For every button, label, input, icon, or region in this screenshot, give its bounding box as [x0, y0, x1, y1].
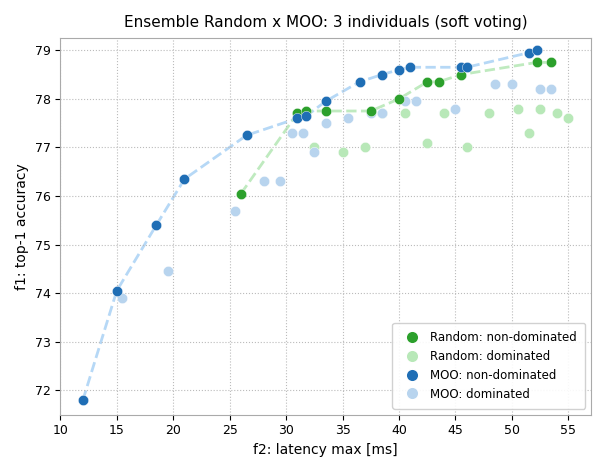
Random: non-dominated: (31, 77.7): non-dominated: (31, 77.7): [293, 110, 302, 117]
MOO: dominated: (48.5, 78.3): dominated: (48.5, 78.3): [490, 81, 500, 88]
MOO: non-dominated: (40, 78.6): non-dominated: (40, 78.6): [394, 66, 404, 74]
MOO: dominated: (41.5, 78): dominated: (41.5, 78): [411, 98, 421, 105]
MOO: dominated: (53.5, 78.2): dominated: (53.5, 78.2): [547, 85, 556, 93]
MOO: non-dominated: (33.5, 78): non-dominated: (33.5, 78): [321, 98, 330, 105]
Random: non-dominated: (42.5, 78.3): non-dominated: (42.5, 78.3): [422, 78, 432, 85]
MOO: non-dominated: (51.5, 79): non-dominated: (51.5, 79): [524, 49, 534, 57]
Random: dominated: (35, 76.9): dominated: (35, 76.9): [338, 149, 347, 156]
MOO: non-dominated: (26.5, 77.2): non-dominated: (26.5, 77.2): [242, 132, 251, 139]
Y-axis label: f1: top-1 accuracy: f1: top-1 accuracy: [15, 163, 29, 290]
Random: dominated: (50.5, 77.8): dominated: (50.5, 77.8): [513, 105, 522, 112]
Random: dominated: (42.5, 77.1): dominated: (42.5, 77.1): [422, 139, 432, 146]
MOO: non-dominated: (18.5, 75.4): non-dominated: (18.5, 75.4): [152, 221, 161, 229]
MOO: dominated: (52.5, 78.2): dominated: (52.5, 78.2): [535, 85, 545, 93]
Random: dominated: (52.5, 77.8): dominated: (52.5, 77.8): [535, 105, 545, 112]
MOO: dominated: (31.5, 77.3): dominated: (31.5, 77.3): [298, 129, 308, 137]
Random: non-dominated: (37.5, 77.8): non-dominated: (37.5, 77.8): [366, 107, 376, 115]
Random: non-dominated: (53.5, 78.8): non-dominated: (53.5, 78.8): [547, 59, 556, 66]
MOO: non-dominated: (12, 71.8): non-dominated: (12, 71.8): [78, 396, 88, 404]
MOO: dominated: (29.5, 76.3): dominated: (29.5, 76.3): [276, 177, 285, 185]
Random: dominated: (54, 77.7): dominated: (54, 77.7): [552, 110, 562, 117]
MOO: dominated: (32.5, 76.9): dominated: (32.5, 76.9): [310, 149, 319, 156]
Random: dominated: (51.5, 77.3): dominated: (51.5, 77.3): [524, 129, 534, 137]
Random: non-dominated: (45.5, 78.5): non-dominated: (45.5, 78.5): [456, 71, 466, 78]
MOO: non-dominated: (45.5, 78.7): non-dominated: (45.5, 78.7): [456, 64, 466, 71]
MOO: non-dominated: (38.5, 78.5): non-dominated: (38.5, 78.5): [378, 71, 387, 78]
Random: dominated: (48, 77.7): dominated: (48, 77.7): [485, 110, 494, 117]
MOO: dominated: (35.5, 77.6): dominated: (35.5, 77.6): [344, 115, 353, 122]
MOO: dominated: (50, 78.3): dominated: (50, 78.3): [507, 81, 517, 88]
Random: non-dominated: (40, 78): non-dominated: (40, 78): [394, 95, 404, 102]
MOO: dominated: (15.5, 73.9): dominated: (15.5, 73.9): [118, 295, 127, 302]
MOO: non-dominated: (36.5, 78.3): non-dominated: (36.5, 78.3): [355, 78, 364, 85]
MOO: dominated: (25.5, 75.7): dominated: (25.5, 75.7): [230, 207, 240, 214]
MOO: dominated: (40.5, 78): dominated: (40.5, 78): [400, 98, 410, 105]
Random: non-dominated: (26, 76): non-dominated: (26, 76): [236, 190, 246, 197]
MOO: non-dominated: (46, 78.7): non-dominated: (46, 78.7): [462, 64, 471, 71]
MOO: dominated: (37.5, 77.7): dominated: (37.5, 77.7): [366, 110, 376, 117]
MOO: dominated: (38.5, 77.7): dominated: (38.5, 77.7): [378, 110, 387, 117]
Random: dominated: (37, 77): dominated: (37, 77): [361, 143, 370, 151]
MOO: non-dominated: (31, 77.6): non-dominated: (31, 77.6): [293, 115, 302, 122]
Random: non-dominated: (33.5, 77.8): non-dominated: (33.5, 77.8): [321, 107, 330, 115]
MOO: non-dominated: (41, 78.7): non-dominated: (41, 78.7): [405, 64, 415, 71]
MOO: non-dominated: (52.2, 79): non-dominated: (52.2, 79): [532, 46, 542, 54]
Random: dominated: (38.5, 77.7): dominated: (38.5, 77.7): [378, 110, 387, 117]
MOO: dominated: (30.5, 77.3): dominated: (30.5, 77.3): [287, 129, 296, 137]
Random: non-dominated: (52.2, 78.8): non-dominated: (52.2, 78.8): [532, 59, 542, 66]
Title: Ensemble Random x MOO: 3 individuals (soft voting): Ensemble Random x MOO: 3 individuals (so…: [124, 15, 527, 30]
Random: dominated: (40.5, 77.7): dominated: (40.5, 77.7): [400, 110, 410, 117]
Random: non-dominated: (31.8, 77.8): non-dominated: (31.8, 77.8): [302, 107, 311, 115]
MOO: dominated: (45, 77.8): dominated: (45, 77.8): [451, 105, 461, 112]
MOO: dominated: (33.5, 77.5): dominated: (33.5, 77.5): [321, 119, 330, 127]
MOO: non-dominated: (31.8, 77.7): non-dominated: (31.8, 77.7): [302, 112, 311, 119]
X-axis label: f2: latency max [ms]: f2: latency max [ms]: [253, 443, 398, 457]
Random: non-dominated: (43.5, 78.3): non-dominated: (43.5, 78.3): [434, 78, 444, 85]
MOO: dominated: (28, 76.3): dominated: (28, 76.3): [259, 177, 268, 185]
MOO: non-dominated: (15, 74): non-dominated: (15, 74): [112, 287, 122, 295]
Legend: Random: non-dominated, Random: dominated, MOO: non-dominated, MOO: dominated: Random: non-dominated, Random: dominated…: [392, 322, 585, 409]
Random: dominated: (55, 77.6): dominated: (55, 77.6): [564, 115, 573, 122]
MOO: dominated: (19.5, 74.5): dominated: (19.5, 74.5): [162, 268, 172, 275]
MOO: non-dominated: (21, 76.3): non-dominated: (21, 76.3): [179, 175, 189, 183]
Random: dominated: (32.5, 77): dominated: (32.5, 77): [310, 143, 319, 151]
Random: dominated: (46, 77): dominated: (46, 77): [462, 143, 471, 151]
Random: dominated: (44, 77.7): dominated: (44, 77.7): [439, 110, 449, 117]
